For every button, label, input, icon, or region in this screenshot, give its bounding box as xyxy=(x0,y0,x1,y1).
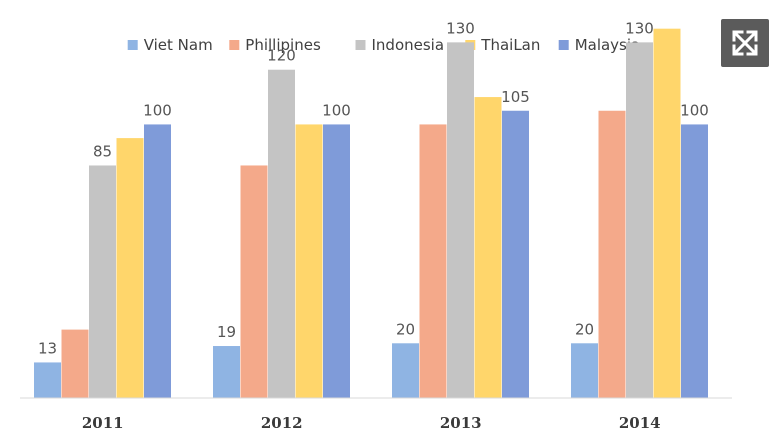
legend-swatch xyxy=(127,40,138,50)
legend-swatch xyxy=(355,40,366,50)
data-label-viet-nam-2012: 19 xyxy=(217,323,236,341)
legend-label: ThaiLan xyxy=(480,36,540,54)
x-tick-label-2012: 2012 xyxy=(261,414,303,432)
chart-legend: Viet Nam Phillipines Indonesia ThaiLan Malay… xyxy=(127,36,641,54)
legend-label: Malaysia xyxy=(575,36,641,54)
expand-arrows-icon xyxy=(732,30,758,56)
data-label-viet-nam-2014: 20 xyxy=(575,320,594,338)
x-tick-label-2011: 2011 xyxy=(82,414,124,432)
bar-malaysia-2011 xyxy=(144,124,171,398)
data-label-indonesia-2012: 120 xyxy=(267,47,296,65)
legend-item-viet-nam: Viet Nam xyxy=(127,36,213,54)
data-label-malaysia-2011: 100 xyxy=(143,101,172,119)
bar-malaysia-2012 xyxy=(323,124,350,398)
data-label-malaysia-2014: 100 xyxy=(680,101,709,119)
data-label-indonesia-2013: 130 xyxy=(446,19,475,37)
bar-indonesia-2014 xyxy=(626,42,653,398)
bar-indonesia-2013 xyxy=(447,42,474,398)
bar-malaysia-2013 xyxy=(502,110,529,398)
bar-thailan-2014 xyxy=(653,28,681,399)
chart-bars xyxy=(34,28,708,399)
bar-viet-nam-2014 xyxy=(571,343,598,398)
bar-thailan-2011 xyxy=(116,138,144,398)
chart-data-labels: 13 85 100 19 120 100 20 130 105 20 130 100 xyxy=(38,19,709,357)
legend-item-thailan: ThaiLan xyxy=(465,36,540,54)
bar-phillipines-2011 xyxy=(61,329,89,398)
data-label-viet-nam-2013: 20 xyxy=(396,320,415,338)
x-axis-labels: 2011 2012 2013 2014 xyxy=(82,414,661,432)
legend-swatch xyxy=(558,40,569,50)
legend-swatch xyxy=(229,40,240,50)
bar-viet-nam-2013 xyxy=(392,343,419,398)
data-label-indonesia-2014: 130 xyxy=(625,19,654,37)
data-label-indonesia-2011: 85 xyxy=(93,142,112,160)
data-label-malaysia-2012: 100 xyxy=(322,101,351,119)
bar-indonesia-2012 xyxy=(268,69,295,398)
data-label-malaysia-2013: 105 xyxy=(501,88,530,106)
bar-thailan-2013 xyxy=(474,97,502,399)
bar-phillipines-2013 xyxy=(419,124,447,398)
bar-phillipines-2014 xyxy=(598,110,626,398)
legend-item-indonesia: Indonesia xyxy=(355,36,445,54)
legend-label: Viet Nam xyxy=(144,36,213,54)
legend-item-phillipines: Phillipines xyxy=(229,36,321,54)
x-tick-label-2014: 2014 xyxy=(619,414,661,432)
bar-viet-nam-2012 xyxy=(213,346,240,398)
legend-label: Indonesia xyxy=(372,36,445,54)
legend-item-malaysia: Malaysia xyxy=(558,36,641,54)
expand-button[interactable] xyxy=(721,19,769,67)
bar-viet-nam-2011 xyxy=(34,362,61,398)
bar-thailan-2012 xyxy=(295,124,323,398)
bar-malaysia-2014 xyxy=(681,124,708,398)
bar-indonesia-2011 xyxy=(89,165,116,398)
legend-label: Phillipines xyxy=(245,36,321,54)
x-tick-label-2013: 2013 xyxy=(440,414,482,432)
data-label-viet-nam-2011: 13 xyxy=(38,339,57,357)
bar-phillipines-2012 xyxy=(240,165,268,398)
